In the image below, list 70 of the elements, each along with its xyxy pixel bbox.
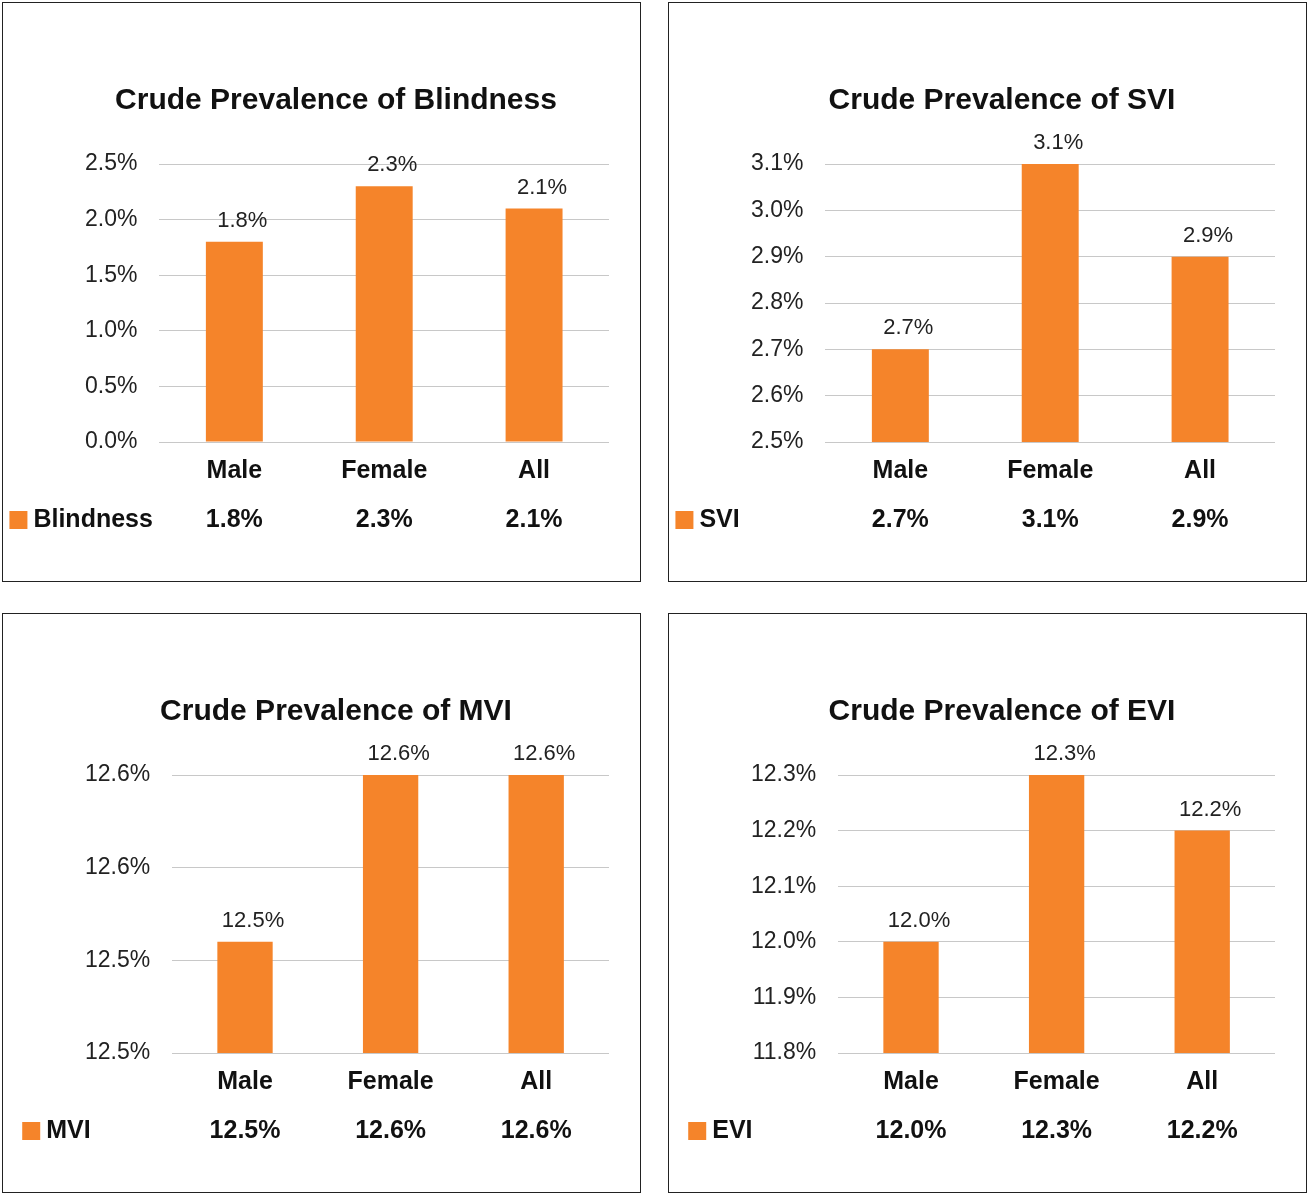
legend-label: MVI <box>46 1114 91 1143</box>
legend-label: SVI <box>699 503 740 532</box>
y-tick-label: 12.0% <box>751 927 817 954</box>
x-tick-label: Male <box>206 454 263 483</box>
data-label: 3.1% <box>1021 503 1079 532</box>
x-tick-label: All <box>518 454 551 483</box>
text: 2.1% <box>516 173 568 199</box>
y-tick-label: 1.5% <box>84 260 138 287</box>
text: 2.7% <box>883 314 934 340</box>
y-tick-label: 3.1% <box>750 149 804 176</box>
text: 12.6% <box>513 740 576 766</box>
x-tick-label: All <box>520 1065 553 1094</box>
chart-title: Crude Prevalence of EVI <box>828 693 1176 727</box>
text: 12.3% <box>1033 740 1096 766</box>
y-tick-label: 2.6% <box>750 381 804 408</box>
y-tick-label: 2.5% <box>750 427 804 454</box>
bar <box>205 241 263 442</box>
y-tick-label: 12.2% <box>751 815 817 842</box>
text: 1.8% <box>217 206 268 232</box>
data-label: 2.1% <box>505 503 563 532</box>
y-tick-label: 2.7% <box>750 334 804 361</box>
text: 12.2% <box>1179 795 1242 821</box>
text: 3.1% <box>1033 129 1084 155</box>
y-tick-label: 2.8% <box>750 288 804 315</box>
data-label: 12.2% <box>1166 1114 1238 1143</box>
x-tick-label: All <box>1186 1065 1219 1094</box>
x-tick-label: Female <box>341 454 428 483</box>
data-label: 12.5% <box>209 1114 281 1143</box>
legend-label: EVI <box>712 1114 753 1143</box>
y-tick-label: 1.0% <box>84 316 138 343</box>
y-tick-label: 12.6% <box>85 760 151 787</box>
y-tick-label: 0.5% <box>84 371 138 398</box>
x-tick-label: Female <box>1007 454 1094 483</box>
y-tick-label: 2.5% <box>84 149 138 176</box>
y-tick-label: 3.0% <box>750 195 804 222</box>
y-tick-label: 12.3% <box>751 760 817 787</box>
y-tick-label: 11.8% <box>752 1038 817 1065</box>
x-tick-label: Male <box>217 1065 273 1094</box>
y-tick-label: 12.1% <box>751 871 817 898</box>
y-tick-label: 12.6% <box>85 853 151 880</box>
y-tick-label: 2.9% <box>750 242 804 269</box>
x-tick-label: Male <box>883 1065 939 1094</box>
data-label: 2.7% <box>871 503 929 532</box>
x-tick-label: Female <box>1013 1065 1100 1094</box>
data-label: 12.0% <box>875 1114 947 1143</box>
legend-label: Blindness <box>33 503 153 532</box>
text: 12.6% <box>367 740 430 766</box>
chart-title: Crude Prevalence of Blindness <box>115 82 557 116</box>
y-tick-label: 11.9% <box>752 982 817 1009</box>
y-tick-label: 2.0% <box>84 204 138 231</box>
x-tick-label: Female <box>347 1065 434 1094</box>
data-label: 12.6% <box>355 1114 427 1143</box>
data-label: 12.6% <box>500 1114 572 1143</box>
chart-title: Crude Prevalence of MVI <box>160 693 512 727</box>
text: 2.9% <box>1182 221 1234 247</box>
data-label: 1.8% <box>205 503 263 532</box>
text: 2.3% <box>367 151 418 177</box>
x-tick-label: Male <box>872 454 929 483</box>
x-tick-label: All <box>1184 454 1217 483</box>
bar <box>505 208 563 442</box>
data-label: 12.3% <box>1021 1114 1093 1143</box>
bar <box>355 186 413 442</box>
chart-title: Crude Prevalence of SVI <box>828 82 1176 116</box>
data-label: 2.9% <box>1171 503 1229 532</box>
text: 12.5% <box>221 906 285 932</box>
y-tick-label: 12.5% <box>85 1038 151 1065</box>
y-tick-label: 0.0% <box>84 427 138 454</box>
data-label: 2.3% <box>355 503 413 532</box>
y-tick-label: 12.5% <box>85 945 151 972</box>
text: 12.0% <box>887 906 951 932</box>
